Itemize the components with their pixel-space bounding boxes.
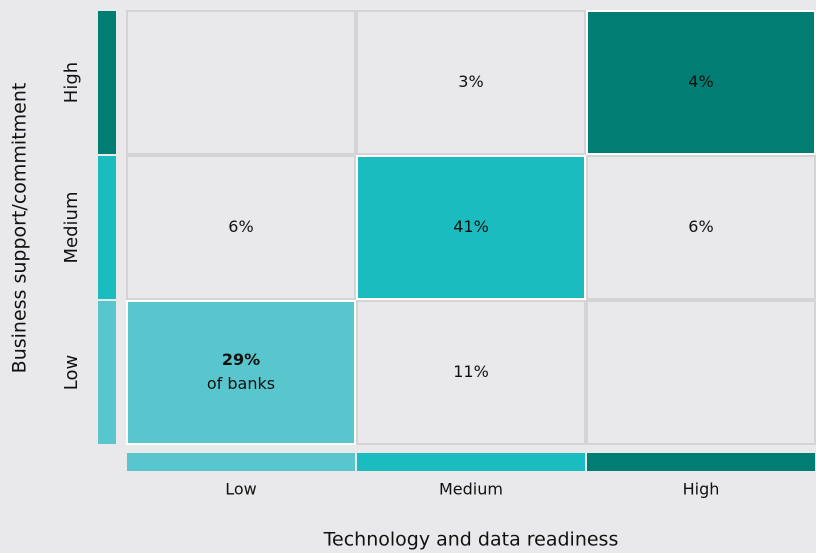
heatmap-cell — [126, 10, 356, 155]
y-tick-label: Low — [61, 355, 82, 390]
heatmap-cell — [126, 155, 356, 300]
heatmap-cell — [356, 10, 586, 155]
x-tick-label: High — [683, 480, 720, 499]
y-tick-label: Medium — [61, 192, 82, 264]
annotation: of banks — [207, 374, 275, 393]
x-tick-label: Medium — [439, 480, 503, 499]
x-tick-label: Low — [225, 480, 257, 499]
cell-label: 6% — [688, 217, 713, 236]
cell-label: 29% — [222, 350, 260, 369]
y-level-band — [98, 156, 116, 299]
cell-label: 6% — [228, 217, 253, 236]
cell-label: 11% — [453, 362, 489, 381]
cell-label: 41% — [453, 217, 489, 236]
cell-label: 4% — [688, 72, 713, 91]
y-axis-title: Business support/commitment — [9, 83, 31, 374]
x-level-band — [587, 453, 815, 471]
heatmap-cell — [356, 300, 586, 445]
heatmap-cell — [586, 300, 816, 445]
heatmap-cell — [586, 10, 816, 155]
x-level-band — [127, 453, 355, 471]
y-level-band — [98, 301, 116, 444]
cell-label: 3% — [458, 72, 483, 91]
heatmap-cell — [586, 155, 816, 300]
heatmap-cell — [126, 300, 356, 445]
y-tick-label: High — [61, 62, 82, 103]
x-axis-title: Technology and data readiness — [323, 529, 619, 551]
y-level-band — [98, 11, 116, 154]
x-level-band — [357, 453, 585, 471]
heatmap-cell — [356, 155, 586, 300]
